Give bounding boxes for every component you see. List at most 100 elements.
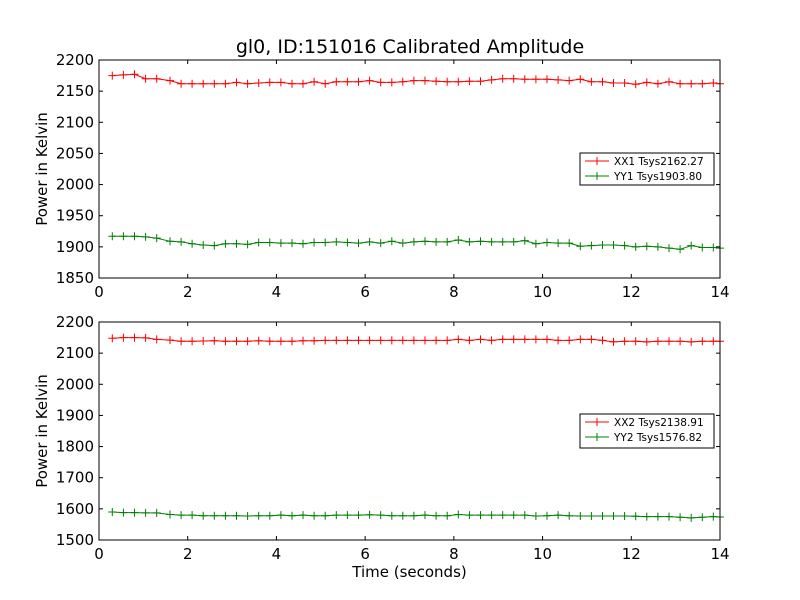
data-point-marker — [299, 336, 307, 345]
data-point-marker — [332, 77, 341, 86]
legend-entry: YY2 Tsys1576.82 — [613, 432, 702, 444]
data-point-marker — [465, 336, 474, 345]
data-point-marker — [443, 336, 452, 345]
legend-box — [579, 413, 715, 449]
data-point-marker — [421, 76, 429, 85]
data-point-marker — [398, 239, 407, 248]
data-point-marker — [631, 337, 640, 346]
data-point-marker — [687, 79, 696, 88]
data-point-marker — [265, 337, 274, 346]
data-point-marker — [310, 511, 319, 520]
data-point-marker — [554, 239, 563, 248]
data-point-marker — [421, 336, 429, 345]
data-point-marker — [709, 337, 718, 346]
data-point-marker — [543, 75, 551, 84]
data-point-marker — [609, 512, 618, 520]
data-point-marker — [676, 245, 685, 254]
data-point-marker — [620, 241, 629, 250]
data-point-marker — [631, 80, 640, 89]
data-point-marker — [310, 238, 319, 247]
data-point-marker — [387, 78, 396, 87]
data-point-marker — [443, 511, 452, 520]
data-point-marker — [409, 511, 418, 520]
y-axis-label: Power in Kelvin — [33, 374, 51, 488]
data-point-marker — [554, 75, 563, 84]
data-point-marker — [409, 76, 418, 85]
data-point-marker — [152, 335, 161, 344]
data-point-marker — [587, 335, 596, 344]
data-point-marker — [598, 77, 607, 86]
data-point-marker — [687, 513, 696, 522]
data-point-marker — [476, 237, 485, 246]
data-point-marker — [698, 513, 707, 522]
data-point-marker — [565, 511, 574, 520]
data-point-marker — [310, 336, 319, 345]
data-point-marker — [421, 511, 429, 520]
data-point-marker — [288, 239, 296, 248]
data-point-marker — [687, 337, 696, 346]
data-point-marker — [166, 76, 174, 85]
data-point-marker — [243, 240, 252, 249]
bottom-panel: 0 2 4 6 8 10 12 14 1500 1600 1700 1800 1900 2000 2100 2… — [33, 313, 730, 581]
data-point-marker — [531, 512, 540, 520]
x-tick-label: 12 — [622, 283, 641, 301]
data-point-marker — [665, 244, 673, 253]
data-point-marker — [565, 336, 574, 345]
y-axis-label: Power in Kelvin — [33, 112, 51, 226]
legend-entry: XX2 Tsys2138.91 — [614, 417, 704, 429]
data-point-marker — [587, 241, 596, 250]
figure-title: gl0, ID:151016 Calibrated Amplitude — [236, 36, 584, 58]
data-point-marker — [332, 336, 341, 345]
x-tick-label: 0 — [94, 545, 104, 563]
data-point-marker — [177, 79, 186, 88]
data-point-marker — [432, 511, 441, 520]
data-point-marker — [321, 511, 330, 520]
data-point-marker — [332, 511, 341, 520]
data-point-marker — [141, 232, 150, 241]
data-point-marker — [698, 243, 707, 252]
data-point-marker — [576, 512, 585, 520]
data-point-marker — [653, 79, 662, 88]
data-point-marker — [631, 242, 640, 251]
data-point-marker — [254, 511, 263, 520]
data-point-marker — [376, 336, 385, 345]
legend-entry: XX1 Tsys2162.27 — [614, 156, 704, 168]
data-point-marker — [465, 237, 474, 246]
data-point-marker — [454, 510, 463, 519]
x-tick-label: 6 — [360, 545, 370, 563]
data-point-marker — [443, 237, 452, 246]
y-tick-label: 1600 — [56, 500, 94, 518]
data-point-marker — [232, 78, 241, 87]
data-point-marker — [288, 337, 296, 346]
data-point-marker — [354, 336, 363, 345]
data-point-marker — [188, 79, 197, 88]
data-point-marker — [108, 334, 117, 343]
data-point-marker — [487, 511, 496, 520]
data-point-marker — [210, 241, 219, 250]
data-point-marker — [243, 337, 252, 346]
data-point-marker — [119, 232, 128, 241]
data-point-marker — [576, 335, 585, 344]
data-point-marker — [387, 511, 396, 520]
y-tick-label: 1950 — [56, 207, 94, 225]
data-point-marker — [254, 79, 263, 87]
data-point-marker — [108, 71, 117, 80]
x-tick-label: 4 — [272, 283, 282, 301]
data-point-marker — [354, 77, 363, 86]
data-point-marker — [166, 510, 174, 519]
data-point-marker — [554, 511, 563, 520]
data-point-marker — [554, 336, 563, 345]
data-point-marker — [343, 238, 352, 247]
data-point-marker — [376, 239, 385, 248]
data-point-marker — [665, 512, 673, 521]
data-point-marker — [119, 508, 128, 517]
data-point-marker — [199, 241, 208, 249]
y-tick-label: 2200 — [56, 51, 94, 69]
data-point-marker — [177, 237, 186, 246]
y-tick-label: 2100 — [56, 113, 94, 131]
data-point-marker — [520, 511, 529, 520]
data-point-marker — [487, 75, 496, 84]
x-tick-label: 4 — [272, 545, 282, 563]
data-point-marker — [409, 237, 418, 246]
data-point-marker — [108, 508, 117, 516]
